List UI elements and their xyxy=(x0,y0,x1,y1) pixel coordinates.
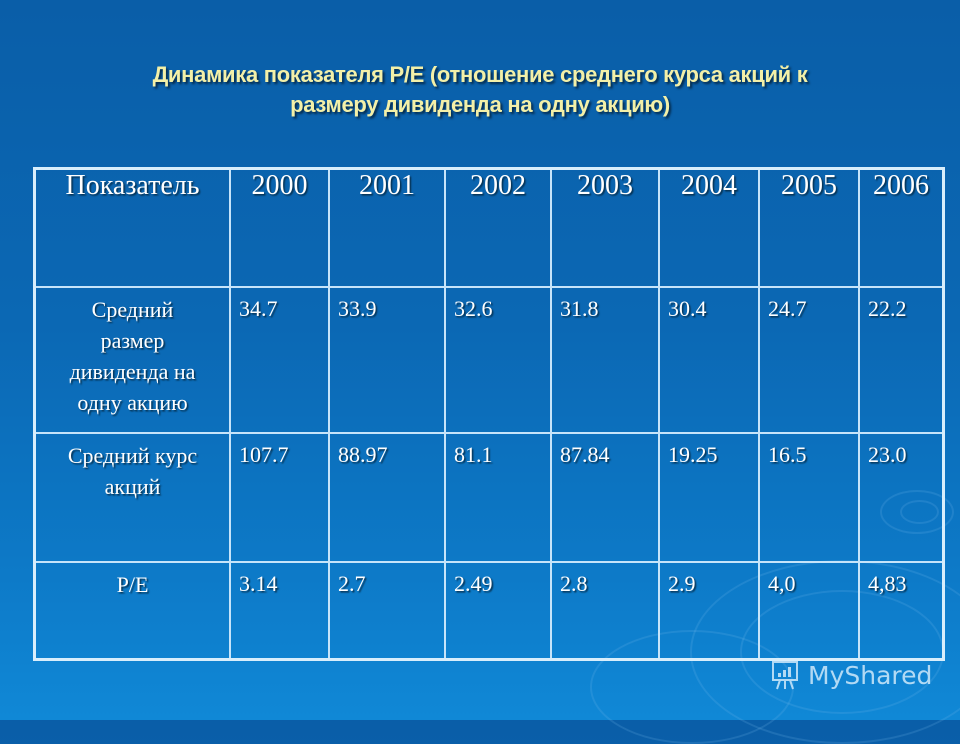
table-cell: 88.97 xyxy=(328,432,446,563)
row-label-dividend: Средний размер дивиденда на одну акцию xyxy=(33,286,231,434)
pe-dynamics-table: Показатель 2000 2001 2002 2003 2004 2005… xyxy=(33,167,945,661)
table-cell: 16.5 xyxy=(758,432,860,563)
table-cell: 34.7 xyxy=(229,286,330,434)
slide-title: Динамика показателя Р/Е (отношение средн… xyxy=(60,60,900,120)
table-cell: 4,0 xyxy=(758,561,860,661)
header-indicator: Показатель xyxy=(33,167,231,288)
table-cell: 19.25 xyxy=(658,432,760,563)
table-row: P/E 3.14 2.7 2.49 2.8 2.9 4,0 4,83 xyxy=(33,561,945,661)
table-cell: 2.8 xyxy=(550,561,660,661)
header-year: 2004 xyxy=(658,167,760,288)
label-line: P/E xyxy=(116,572,149,597)
slide-title-line-1: Динамика показателя Р/Е (отношение средн… xyxy=(152,62,808,87)
table-cell: 32.6 xyxy=(444,286,552,434)
header-year: 2005 xyxy=(758,167,860,288)
table-cell: 2.7 xyxy=(328,561,446,661)
label-line: дивиденда на xyxy=(69,359,196,384)
header-year: 2006 xyxy=(858,167,945,288)
table-cell: 22.2 xyxy=(858,286,945,434)
label-line: одну акцию xyxy=(77,390,188,415)
table-cell: 4,83 xyxy=(858,561,945,661)
table-cell: 87.84 xyxy=(550,432,660,563)
table-cell: 2.49 xyxy=(444,561,552,661)
table-cell: 23.0 xyxy=(858,432,945,563)
table-cell: 30.4 xyxy=(658,286,760,434)
table-cell: 31.8 xyxy=(550,286,660,434)
label-line: Средний курс xyxy=(67,443,198,468)
row-label-share-price: Средний курс акций xyxy=(33,432,231,563)
table-header-row: Показатель 2000 2001 2002 2003 2004 2005… xyxy=(33,167,945,288)
table-cell: 33.9 xyxy=(328,286,446,434)
table-cell: 81.1 xyxy=(444,432,552,563)
table-cell: 2.9 xyxy=(658,561,760,661)
label-line: Средний xyxy=(91,297,174,322)
header-year: 2003 xyxy=(550,167,660,288)
slide-title-line-2: размеру дивиденда на одну акцию) xyxy=(290,92,670,117)
watermark-text: MyShared xyxy=(808,660,933,690)
row-label-pe: P/E xyxy=(33,561,231,661)
label-line: акций xyxy=(104,474,161,499)
header-year: 2001 xyxy=(328,167,446,288)
table-cell: 3.14 xyxy=(229,561,330,661)
label-line: размер xyxy=(100,328,165,353)
header-year: 2002 xyxy=(444,167,552,288)
myshared-watermark[interactable]: MyShared xyxy=(768,657,932,693)
table-row: Средний курс акций 107.7 88.97 81.1 87.8… xyxy=(33,432,945,563)
header-year: 2000 xyxy=(229,167,330,288)
table-cell: 24.7 xyxy=(758,286,860,434)
table-row: Средний размер дивиденда на одну акцию 3… xyxy=(33,286,945,434)
presentation-board-icon xyxy=(772,661,798,690)
table-cell: 107.7 xyxy=(229,432,330,563)
